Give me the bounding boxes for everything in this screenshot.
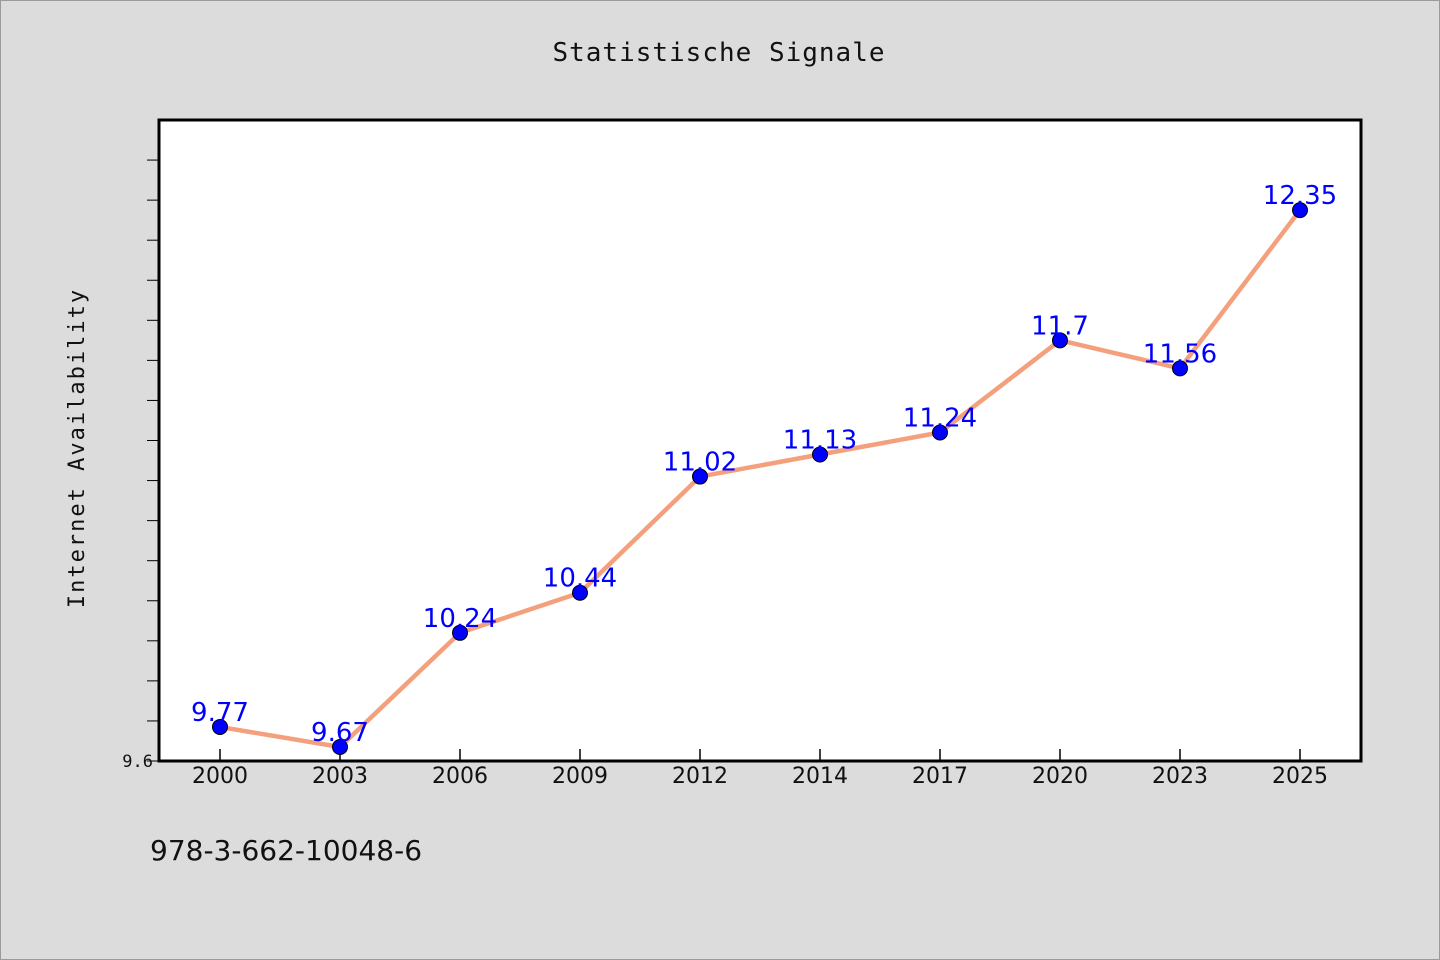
data-point [332, 738, 348, 755]
x-tick-label: 2012 [672, 764, 728, 789]
data-point [572, 584, 588, 601]
y-tick-label: 9.6 [122, 752, 153, 772]
x-tick-label: 2003 [312, 764, 368, 789]
data-label: 9.67 [311, 718, 369, 748]
x-axis-ticks: 2000 2003 2006 2009 2012 2014 2017 2020 2023 2025 [192, 749, 1328, 789]
x-tick-label: 2009 [552, 764, 608, 789]
series-layer [212, 202, 1308, 755]
isbn-text: 978-3-662-10048-6 [150, 834, 423, 867]
x-tick-label: 2006 [432, 764, 488, 789]
data-label: 11.7 [1031, 311, 1089, 341]
y-axis-label: Internet Availability [65, 288, 90, 608]
x-tick-label: 2014 [792, 764, 848, 789]
x-tick-label: 2025 [1272, 764, 1328, 789]
data-label: 10.44 [543, 564, 617, 594]
data-label: 11.02 [663, 448, 737, 478]
data-point [452, 624, 468, 641]
data-label: 11.56 [1143, 339, 1217, 369]
data-label: 9.77 [191, 698, 249, 728]
series-line [219, 208, 1302, 750]
chart-title: Statistische Signale [552, 38, 885, 68]
y-axis-ticks: 9.6 [122, 159, 159, 772]
data-label: 11.24 [903, 403, 977, 433]
data-label: 11.13 [783, 426, 857, 456]
data-label: 10.24 [423, 604, 497, 634]
data-point [812, 446, 828, 463]
data-labels: 9.77 9.67 10.24 10.44 11.02 11.13 11.24 11.7 11.… [191, 181, 1337, 748]
data-point [212, 718, 228, 735]
data-point [692, 468, 708, 485]
plot-area [157, 118, 1363, 763]
x-tick-label: 2023 [1152, 764, 1208, 789]
x-tick-label: 2020 [1032, 764, 1088, 789]
data-point [932, 424, 948, 441]
data-point [1052, 332, 1068, 349]
x-tick-label: 2000 [192, 764, 248, 789]
data-point [1292, 202, 1308, 219]
data-point [1172, 360, 1188, 377]
data-label: 12.35 [1263, 181, 1337, 211]
x-tick-label: 2017 [912, 764, 968, 789]
